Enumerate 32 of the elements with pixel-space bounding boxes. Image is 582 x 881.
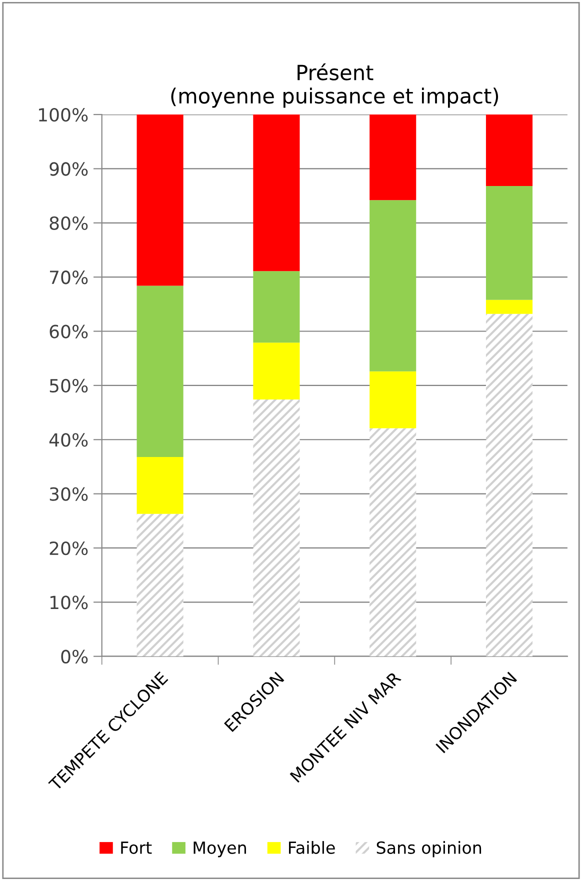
- legend-label: Moyen: [194, 842, 246, 858]
- bar: [370, 371, 416, 428]
- y-tick-label: 80%: [50, 216, 88, 230]
- bar: [486, 114, 533, 186]
- bar: [253, 342, 300, 400]
- legend-label: Fort: [121, 842, 152, 854]
- y-tick-label: 90%: [50, 162, 88, 176]
- bar: [253, 271, 300, 343]
- chart-title: Présent (moyenne puissance et impact): [171, 63, 498, 108]
- y-tick-label: 60%: [50, 324, 88, 338]
- bar: [486, 314, 533, 656]
- bar: [370, 114, 416, 200]
- bar: [136, 114, 184, 286]
- y-tick-label: 50%: [50, 378, 88, 393]
- y-tick-label: 100%: [39, 108, 88, 122]
- bar: [136, 286, 184, 457]
- y-tick-label: 30%: [50, 487, 88, 501]
- y-tick-label: 70%: [50, 270, 88, 284]
- bar: [136, 456, 184, 514]
- bar: [253, 400, 300, 656]
- bar: [486, 300, 533, 314]
- y-tick-label: 10%: [50, 596, 88, 610]
- legend-label: Sans opinion: [376, 841, 482, 858]
- bar: [370, 428, 416, 656]
- bar: [136, 514, 184, 656]
- legend-label: Faible: [289, 841, 335, 854]
- y-tick-label: 20%: [50, 541, 88, 556]
- bar: [253, 114, 300, 272]
- y-tick-label: 40%: [49, 433, 88, 447]
- bar: [486, 186, 533, 300]
- bar: [370, 200, 416, 372]
- y-tick-label: 0%: [61, 650, 88, 664]
